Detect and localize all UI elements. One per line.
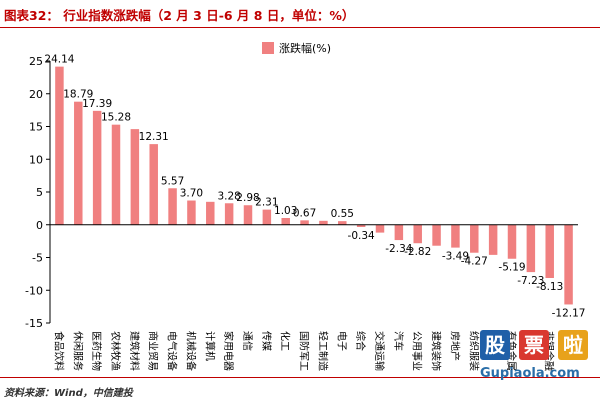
bar (319, 220, 328, 225)
data-label: 18.79 (63, 89, 93, 101)
category-label: 纺织服装 (467, 331, 480, 371)
legend-label: 涨跌幅(%) (279, 41, 331, 55)
category-label: 食品饮料 (52, 331, 65, 371)
bar (262, 209, 272, 225)
y-tick-label: 10 (29, 153, 43, 166)
data-label: -12.17 (552, 307, 586, 319)
bar (451, 224, 460, 248)
data-label: 3.28 (217, 190, 240, 202)
category-label: 国防军工 (298, 331, 311, 371)
watermark-domain: Gupiaola.com (480, 366, 580, 381)
data-label: -5.19 (498, 262, 525, 274)
bar (130, 129, 140, 225)
data-label: -4.27 (461, 256, 488, 268)
category-label: 交通运输 (373, 331, 386, 371)
bar (394, 224, 404, 241)
legend-swatch (262, 42, 274, 54)
bar (338, 221, 347, 225)
category-label: 电气设备 (166, 331, 179, 371)
title-bar: 图表32： 行业指数涨跌幅（2 月 3 日-6 月 8 日，单位：%） (0, 0, 600, 28)
bar (545, 224, 554, 279)
data-label: -3.49 (442, 251, 469, 263)
data-label: 15.28 (101, 112, 131, 124)
data-label: 1.03 (274, 205, 297, 217)
category-label: 商业贸易 (147, 331, 160, 371)
category-label: 建筑装饰 (430, 331, 443, 371)
category-label: 公用事业 (411, 331, 424, 371)
bar (206, 201, 215, 225)
y-tick-label: 0 (36, 219, 43, 232)
data-label: 12.31 (139, 131, 169, 143)
data-label: 2.31 (255, 197, 278, 209)
category-label: 计算机 (203, 331, 216, 361)
category-label: 农林牧渔 (109, 331, 122, 371)
data-label: 2.98 (236, 192, 259, 204)
category-label: 机械设备 (184, 331, 197, 371)
bar (74, 101, 83, 225)
y-tick-label: -10 (25, 284, 43, 297)
bar (149, 144, 158, 225)
bar (356, 224, 366, 227)
source-note: 资料来源：Wind，中信建投 (4, 388, 133, 399)
data-label: 24.14 (44, 54, 74, 66)
category-label: 综合 (354, 331, 367, 351)
category-label: 休闲服务 (71, 331, 84, 371)
footer-divider (0, 377, 600, 378)
bar (168, 188, 177, 225)
bar (470, 224, 479, 253)
data-label: 0.67 (293, 207, 316, 219)
watermark-char: 股 (480, 330, 510, 360)
category-label: 汽车 (392, 331, 405, 351)
y-tick-label: -15 (25, 317, 43, 330)
y-tick-label: 20 (29, 88, 43, 101)
bar (488, 224, 498, 255)
data-label: 0.55 (331, 208, 354, 220)
data-label: -7.23 (517, 275, 544, 287)
bar (224, 203, 234, 225)
category-label: 医药生物 (90, 331, 103, 371)
bar (281, 218, 290, 225)
bar (111, 124, 121, 225)
category-label: 建筑材料 (128, 331, 141, 371)
data-label: -2.34 (385, 243, 412, 255)
bar (375, 224, 385, 233)
data-label: -2.82 (404, 246, 431, 258)
category-label: 通信 (241, 331, 253, 351)
bar (55, 66, 64, 225)
watermark-char: 啦 (558, 330, 588, 360)
category-label: 家用电器 (222, 331, 235, 371)
category-label: 传媒 (260, 331, 272, 351)
watermark-char: 票 (519, 330, 549, 360)
bar (526, 224, 536, 273)
category-label: 电子 (335, 331, 348, 351)
y-tick-label: -5 (32, 252, 43, 265)
data-label: 3.70 (180, 188, 203, 200)
data-label: 17.39 (82, 98, 112, 110)
chart-title: 图表32： 行业指数涨跌幅（2 月 3 日-6 月 8 日，单位：%） (4, 8, 355, 23)
category-label: 房地产 (448, 331, 461, 361)
bar (300, 220, 309, 225)
bar (187, 200, 196, 225)
bar (507, 224, 517, 259)
category-label: 轻工制造 (316, 331, 329, 371)
data-label: -0.34 (348, 230, 375, 242)
y-tick-label: 25 (29, 55, 43, 68)
y-tick-label: 15 (29, 121, 43, 134)
category-label: 化工 (279, 331, 292, 351)
data-label: 5.57 (161, 175, 184, 187)
y-tick-label: 5 (36, 186, 43, 199)
bar-chart: 25 20 15 10 5 0 -5 -10 -15 24.14 食品饮料 18.79 休闲服务 17.3… (25, 41, 586, 371)
bar (564, 224, 573, 305)
bar (432, 224, 441, 246)
watermark-logo: 股 票 啦 Gupiaola.com (478, 330, 596, 402)
bar (413, 224, 422, 244)
bar (243, 205, 253, 225)
bar (92, 110, 102, 225)
data-label: -8.13 (536, 281, 563, 293)
